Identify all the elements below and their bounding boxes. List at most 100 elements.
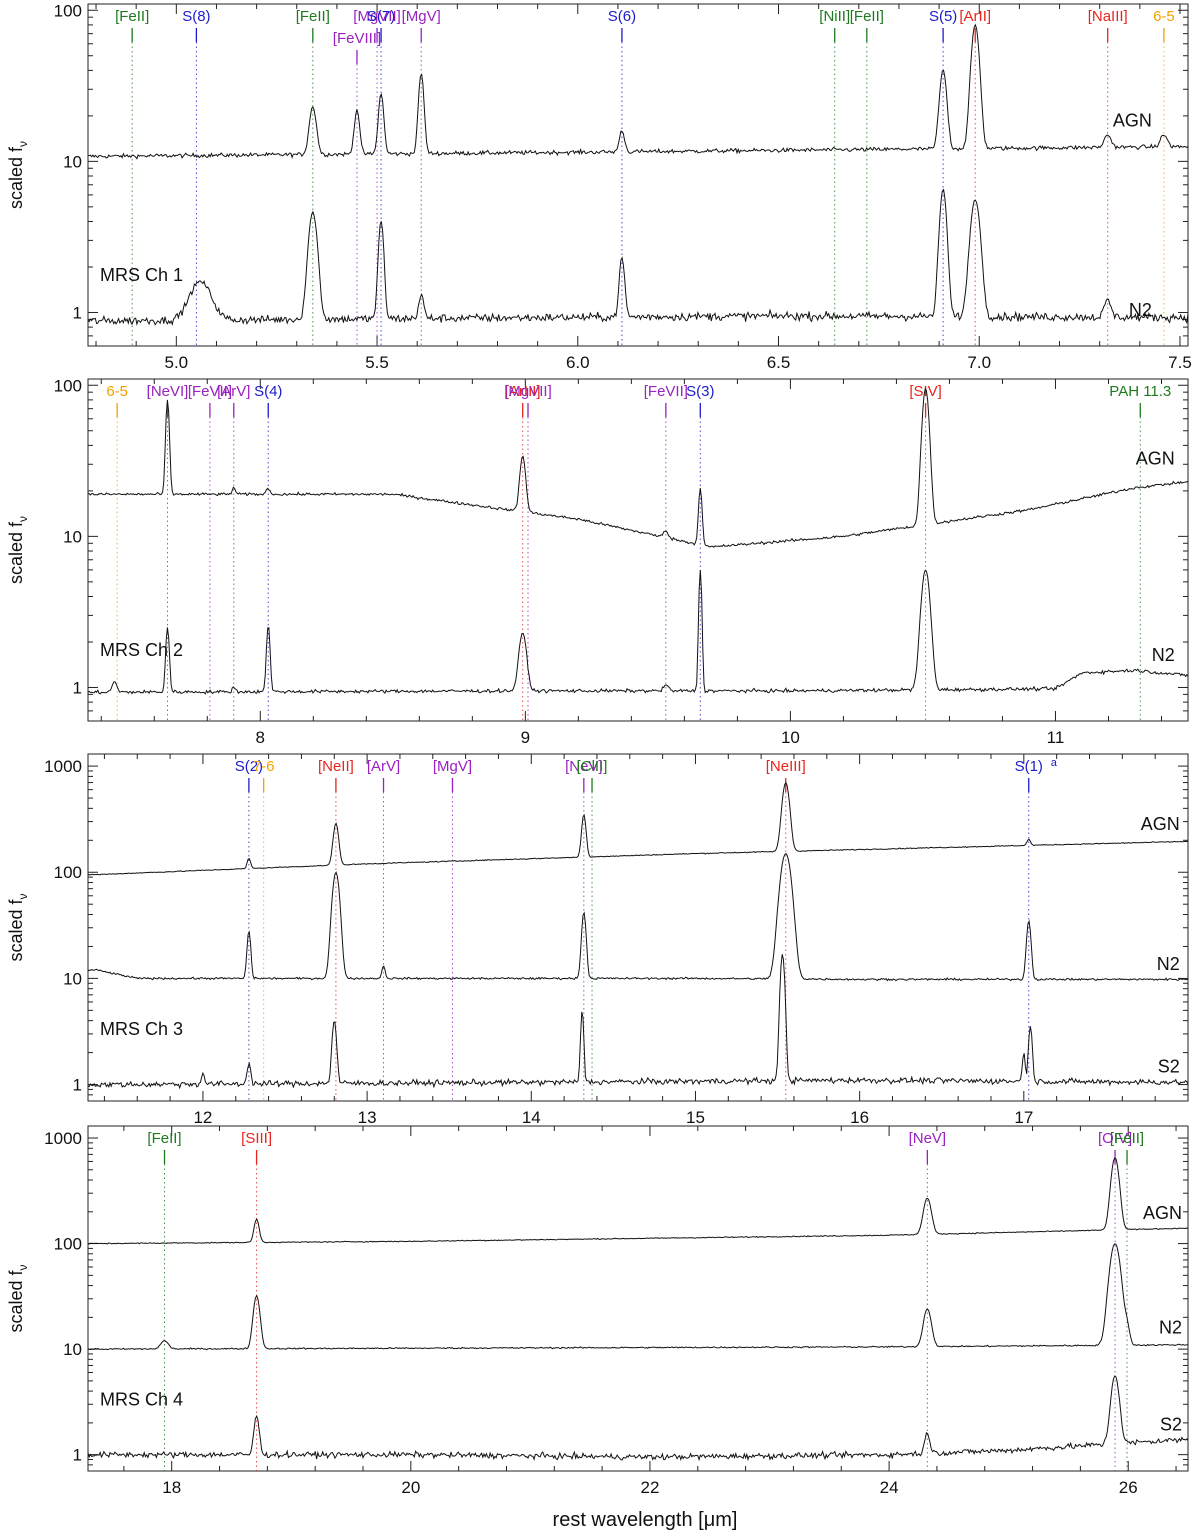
x-tick-label: 15	[686, 1108, 705, 1127]
x-tick-label: 26	[1119, 1478, 1138, 1497]
line-marker-label: S(1)	[1015, 758, 1043, 775]
line-marker-note: a	[1051, 757, 1058, 769]
spectrum-line	[87, 954, 1189, 1090]
line-marker-label: [FeVIII]	[333, 30, 381, 47]
x-tick-label: 18	[162, 1478, 181, 1497]
plot-frame	[87, 378, 1189, 722]
x-tick-label: 7.5	[1168, 353, 1192, 372]
line-marker-label: [FeII]	[850, 8, 884, 25]
line-marker-label: [NeV]	[565, 758, 603, 775]
spectrum-line	[87, 1375, 1189, 1462]
series-label: AGN	[1136, 448, 1175, 468]
y-tick-label: 1000	[44, 1129, 82, 1148]
line-marker-label: [SIV]	[909, 383, 942, 400]
line-marker-label: [FeII]	[1110, 1130, 1144, 1147]
x-tick-label: 11	[1047, 728, 1065, 747]
plot-frame	[87, 3, 1189, 347]
line-marker-label: [MgV]	[433, 758, 472, 775]
y-axis-label: scaled fν	[6, 1264, 30, 1332]
x-tick-label: 17	[1014, 1108, 1033, 1127]
x-tick-label: 22	[640, 1478, 659, 1497]
x-tick-label: 6.0	[566, 353, 590, 372]
line-marker-label: S(7)	[367, 8, 395, 25]
x-tick-label: 12	[193, 1108, 212, 1127]
x-tick-label: 10	[781, 728, 800, 747]
line-marker-label: [FeII]	[115, 8, 149, 25]
x-tick-label: 16	[850, 1108, 869, 1127]
panel-label: MRS Ch 3	[100, 1019, 183, 1039]
x-tick-label: 7.0	[967, 353, 991, 372]
y-tick-label: 10	[63, 969, 82, 988]
y-axis-label: scaled fν	[6, 141, 30, 209]
line-marker-label: PAH 11.3	[1109, 383, 1171, 400]
spectrum-line	[88, 1243, 1189, 1351]
panel-ch3: 12 13 14 15 16 17 1 10 100 1000 scaled fν S(2)7-6 [N…	[6, 753, 1189, 1127]
x-tick-label: 5.5	[365, 353, 389, 372]
y-axis-label: scaled fν	[6, 516, 30, 584]
line-marker-label: [FeII]	[147, 1130, 181, 1147]
line-marker-label: S(4)	[254, 383, 282, 400]
panel-ch1: 5.0 5.5 6.0 6.5 7.0 7.5 1 10 100 scaled fν [FeII] S…	[6, 1, 1192, 372]
line-marker-label: [NeIII]	[766, 758, 806, 775]
x-tick-label: 14	[522, 1108, 541, 1127]
line-marker-label: [FeVII]	[188, 383, 232, 400]
line-marker-label: [MgVII]	[353, 8, 401, 25]
line-marker-label: [MgV]	[402, 8, 441, 25]
line-marker-label: [MgVII]	[504, 383, 552, 400]
y-tick-label: 10	[63, 1340, 82, 1359]
series-label: N2	[1152, 645, 1175, 665]
y-tick-label: 100	[54, 863, 82, 882]
y-tick-label: 10	[63, 527, 82, 546]
line-marker-label: [OIV]	[1098, 1130, 1132, 1147]
x-tick-label: 24	[880, 1478, 899, 1497]
line-marker-label: [NeVI]	[147, 383, 189, 400]
line-marker-label: [FeII]	[296, 8, 330, 25]
y-tick-label: 1	[73, 678, 82, 697]
y-tick-label: 1	[73, 1446, 82, 1465]
line-marker-label: [NeV]	[909, 1130, 947, 1147]
x-tick-label: 13	[358, 1108, 377, 1127]
line-marker-label: [ArV]	[217, 383, 250, 400]
panel-label: MRS Ch 4	[100, 1389, 183, 1409]
panel-ch4: 18 20 22 24 26 1 10 100 1000 scaled fν [FeII] [SIII…	[6, 1125, 1189, 1497]
spectrum-line	[87, 23, 1189, 160]
x-tick-label: 9	[521, 728, 530, 747]
line-marker-label: 6-5	[106, 383, 128, 400]
line-marker-label: S(2)	[235, 758, 263, 775]
panel-label: MRS Ch 1	[100, 265, 183, 285]
series-label: AGN	[1113, 111, 1152, 131]
line-marker-label: [ArII]	[959, 8, 991, 25]
y-tick-label: 100	[54, 1235, 82, 1254]
series-label: N2	[1159, 1318, 1182, 1338]
plot-frame	[87, 753, 1189, 1102]
line-marker-label: S(3)	[686, 383, 714, 400]
x-tick-label: 6.5	[767, 353, 791, 372]
spectrum-line	[87, 387, 1189, 548]
y-tick-label: 100	[54, 1, 82, 20]
line-marker-label: [SIII]	[241, 1130, 272, 1147]
series-label: AGN	[1141, 814, 1180, 834]
x-tick-label: 8	[256, 728, 265, 747]
y-tick-label: 1	[73, 1076, 82, 1095]
y-tick-label: 1	[73, 303, 82, 322]
y-tick-label: 1000	[44, 757, 82, 776]
line-marker-label: [FeVII]	[644, 383, 688, 400]
x-axis-label: rest wavelength [μm]	[553, 1509, 738, 1531]
line-marker-label: S(5)	[929, 8, 957, 25]
series-label: N2	[1129, 300, 1152, 320]
spectrum-line	[87, 569, 1189, 695]
plot-frame	[87, 1125, 1189, 1472]
line-marker-label: [NaIII]	[1088, 8, 1128, 25]
panel-label: MRS Ch 2	[100, 640, 183, 660]
line-marker-label: 7-6	[253, 758, 275, 775]
y-tick-label: 100	[54, 376, 82, 395]
line-marker-label: [ClII]	[577, 758, 608, 775]
series-label: AGN	[1143, 1203, 1182, 1223]
series-label: N2	[1157, 954, 1180, 974]
spectrum-line	[87, 1157, 1189, 1245]
y-tick-label: 10	[63, 152, 82, 171]
y-axis-label: scaled fν	[6, 893, 30, 961]
